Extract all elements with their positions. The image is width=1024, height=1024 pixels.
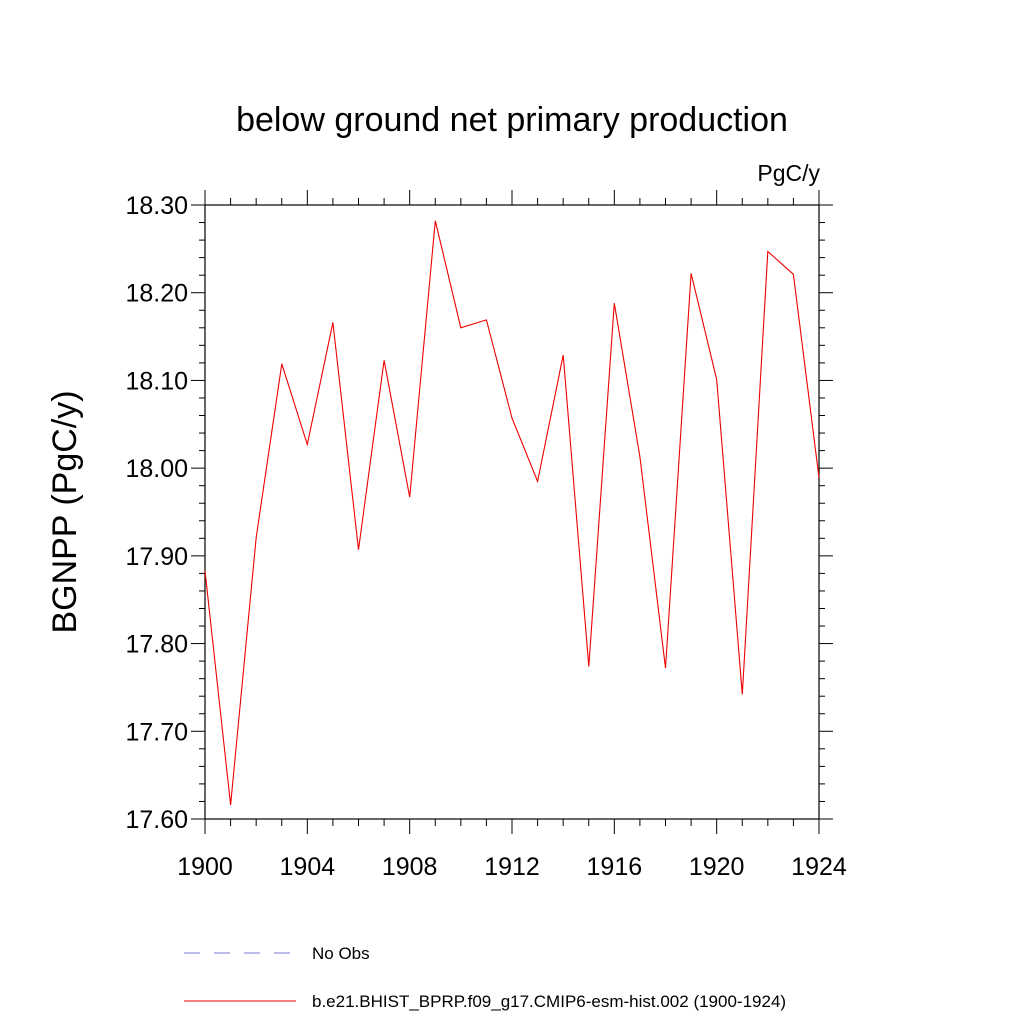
x-tick-labels: 1900 1904 1908 1912 1916 1920 1924 [177, 853, 847, 881]
x-tick-label: 1920 [689, 853, 745, 881]
y-tick-label: 17.80 [125, 631, 188, 659]
units-label: PgC/y [757, 160, 820, 186]
plot-frame [204, 204, 820, 820]
x-tick-label: 1900 [177, 853, 233, 881]
x-tick-label: 1916 [587, 853, 643, 881]
x-tick-label: 1904 [280, 853, 336, 881]
series-line [204, 220, 820, 806]
y-tick-label: 17.70 [125, 718, 188, 746]
legend-label: b.e21.BHIST_BPRP.f09_g17.CMIP6-esm-hist.… [312, 992, 786, 1011]
y-axis-label: BGNPP (PgC/y) [46, 390, 84, 633]
y-tick-label: 17.90 [125, 543, 188, 571]
minor-ticks [199, 198, 825, 826]
y-tick-label: 18.20 [125, 280, 188, 308]
x-tick-label: 1924 [791, 853, 847, 881]
chart-title: below ground net primary production [236, 101, 788, 139]
data-layer [204, 220, 820, 806]
y-tick-label: 18.30 [125, 192, 188, 220]
x-tick-label: 1908 [382, 853, 438, 881]
y-tick-label: 18.10 [125, 367, 188, 395]
y-tick-labels: 17.60 17.70 17.80 17.90 18.00 18.10 18.20 18.30 [125, 192, 188, 834]
major-ticks [191, 190, 833, 834]
legend: No Obs b.e21.BHIST_BPRP.f09_g17.CMIP6-esm… [184, 944, 786, 1011]
legend-label: No Obs [312, 944, 370, 963]
y-tick-label: 18.00 [125, 455, 188, 483]
x-tick-label: 1912 [484, 853, 540, 881]
y-tick-label: 17.60 [125, 806, 188, 834]
